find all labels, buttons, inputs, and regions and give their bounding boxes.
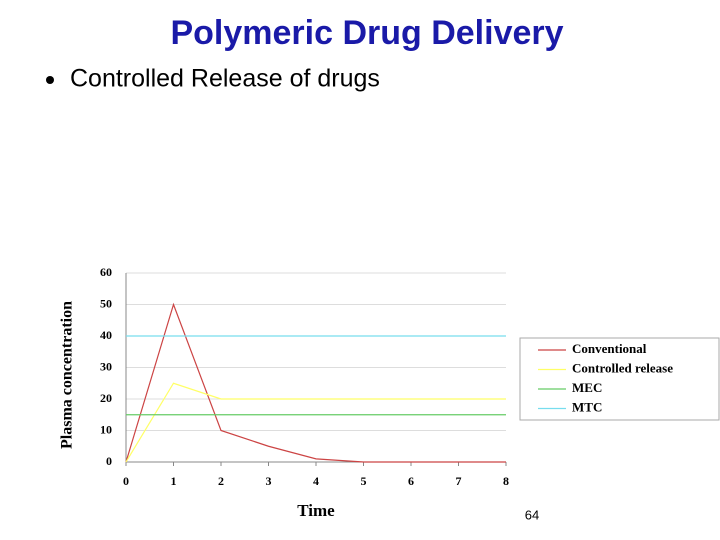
bullet-dot <box>46 76 54 84</box>
y-tick-label: 50 <box>100 296 112 310</box>
legend-label: MTC <box>572 399 602 414</box>
x-tick-label: 8 <box>503 474 509 488</box>
y-tick-label: 30 <box>100 359 112 373</box>
y-tick-label: 20 <box>100 391 112 405</box>
x-axis-label: Time <box>297 501 335 520</box>
bullet-text: Controlled Release of drugs <box>70 65 380 93</box>
x-tick-label: 4 <box>313 474 319 488</box>
series-line <box>125 382 506 463</box>
x-tick-label: 0 <box>123 474 129 488</box>
y-tick-label: 40 <box>100 328 112 342</box>
x-tick-label: 1 <box>171 474 177 488</box>
x-tick-label: 7 <box>456 474 462 488</box>
legend-box <box>519 337 720 421</box>
series-line <box>125 302 506 463</box>
x-tick-label: 5 <box>361 474 367 488</box>
legend-label: Conventional <box>572 341 647 356</box>
x-tick-label: 2 <box>218 474 224 488</box>
y-tick-label: 0 <box>106 454 112 468</box>
x-tick-label: 6 <box>408 474 414 488</box>
page-number: 64 <box>525 507 539 522</box>
y-tick-label: 60 <box>100 265 112 279</box>
legend-label: Controlled release <box>572 360 673 375</box>
x-tick-label: 3 <box>266 474 272 488</box>
legend-label: MEC <box>572 380 602 395</box>
y-axis-label: Plasma concentration <box>59 301 76 449</box>
slide-title: Polymeric Drug Delivery <box>170 14 563 52</box>
y-tick-label: 10 <box>100 422 112 436</box>
